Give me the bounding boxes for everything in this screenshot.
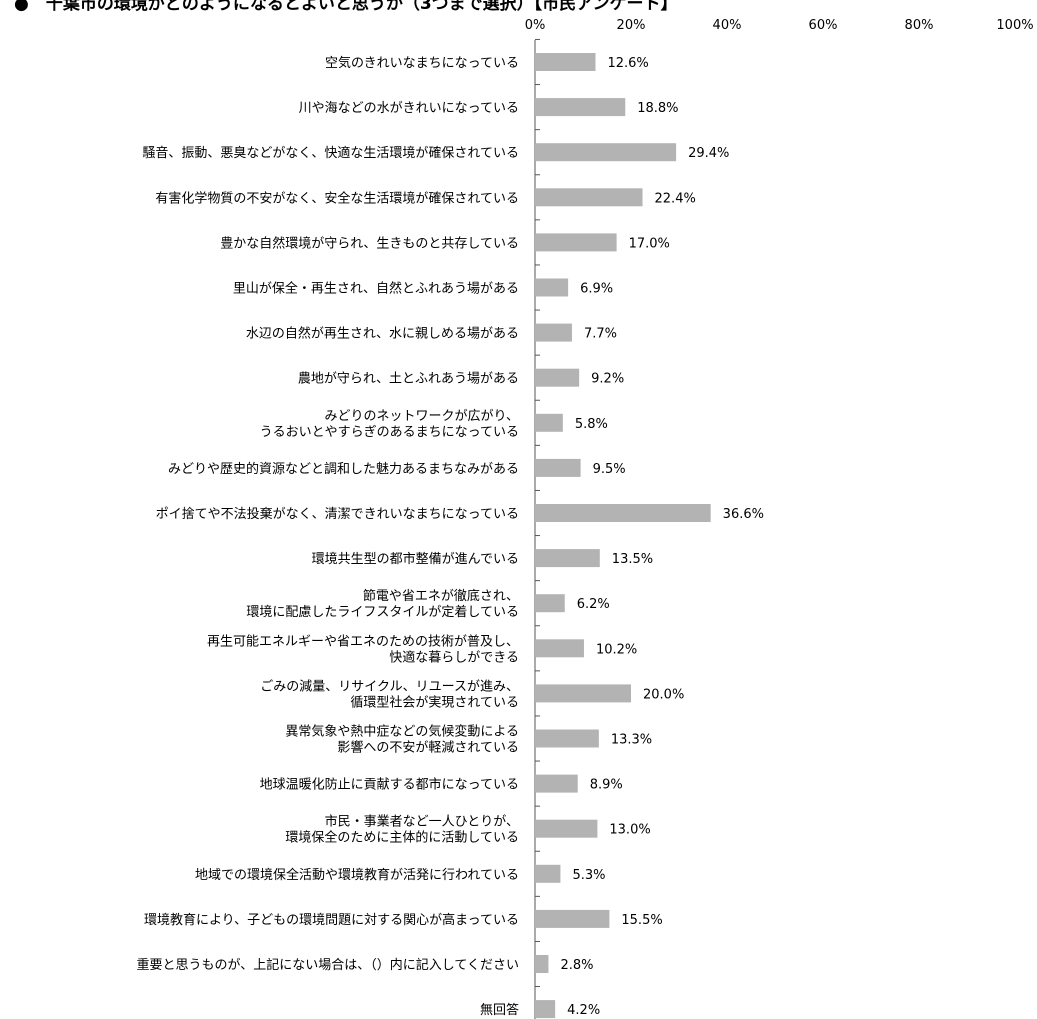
x-tick-label: 40% (713, 18, 742, 33)
bar-value-label: 9.2% (591, 372, 624, 387)
category-label: 環境教育により、子どもの環境問題に対する関心が高まっている (144, 912, 519, 928)
category-label: 節電や省エネが徹底され、 (363, 588, 519, 604)
category-label: みどりや歴史的資源などと調和した魅力あるまちなみがある (168, 461, 519, 477)
category-label: 影響への不安が軽減されている (337, 740, 519, 756)
category-label: ポイ捨てや不法投棄がなく、清潔できれいなまちになっている (156, 506, 519, 522)
category-label: 騒音、振動、悪臭などがなく、快適な生活環境が確保されている (142, 145, 519, 161)
bar (535, 278, 569, 297)
category-label: 市民・事業者など一人ひとりが、 (325, 814, 519, 830)
x-tick-label: 0% (525, 18, 546, 33)
category-label: 水辺の自然が再生され、水に親しめる場がある (246, 326, 519, 342)
bar (535, 819, 598, 838)
category-label: うるおいとやすらぎのあるまちになっている (260, 425, 519, 440)
x-tick-label: 60% (809, 18, 838, 33)
category-label: 循環型社会が実現されている (350, 694, 519, 710)
bar (535, 684, 631, 703)
bar (535, 1000, 556, 1019)
bar (535, 774, 578, 793)
category-label: 農地が守られ、土とふれあう場がある (298, 372, 519, 387)
bar-value-label: 7.7% (584, 327, 617, 342)
x-tick-label: 100% (996, 18, 1033, 33)
category-label: 里山が保全・再生され、自然とふれあう場がある (233, 281, 519, 297)
bar (535, 729, 599, 748)
bar-value-label: 29.4% (688, 146, 729, 161)
bar-value-label: 13.0% (609, 823, 650, 838)
x-axis: 0% 20% 40% 60% 80% 100% (525, 18, 1034, 33)
category-label: 川や海などの水がきれいになっている (299, 101, 519, 116)
bar-value-label: 6.9% (580, 282, 613, 297)
category-label: 地球温暖化防止に貢献する都市になっている (260, 777, 519, 793)
bar (535, 549, 600, 568)
bar (535, 504, 711, 522)
bar-value-label: 18.8% (637, 101, 678, 116)
bar (535, 323, 572, 342)
bar-value-label: 13.3% (611, 733, 652, 748)
chart-title: ● 千葉市の環境がどのようになるとよいと思うか（3つまで選択）【市民アンケート】 (14, 0, 677, 14)
category-label: 無回答 (480, 1002, 519, 1018)
bar-value-label: 36.6% (723, 507, 764, 522)
bar-value-label: 10.2% (596, 642, 637, 657)
bar-value-label: 6.2% (577, 597, 610, 612)
bar (535, 143, 677, 162)
bar-value-label: 12.6% (607, 56, 648, 71)
bar (535, 233, 617, 252)
bar-value-label: 15.5% (621, 913, 662, 928)
bar-value-label: 4.2% (567, 1003, 600, 1018)
bar-value-label: 9.5% (593, 462, 626, 477)
category-label: 環境共生型の都市整備が進んでいる (312, 551, 519, 567)
bar (535, 53, 596, 71)
x-tick-label: 20% (617, 18, 646, 33)
bar-series: 12.6% 空気のきれいなまちになっている 18.8% 川や海などの水がきれいになって… (137, 38, 764, 1019)
category-label: 環境に配慮したライフスタイルが定着している (246, 604, 519, 620)
category-label: 有害化学物質の不安がなく、安全な生活環境が確保されている (155, 190, 519, 206)
category-label: 豊かな自然環境が守られ、生きものと共存している (220, 235, 519, 251)
category-label: 環境保全のために主体的に活動している (285, 830, 519, 846)
bar (535, 594, 565, 613)
bar (535, 368, 580, 387)
bar-value-label: 17.0% (629, 236, 670, 251)
bar-value-label: 20.0% (643, 687, 684, 702)
bar-value-label: 2.8% (560, 958, 593, 973)
category-label: 異常気象や熱中症などの気候変動による (285, 724, 519, 740)
category-label: 再生可能エネルギーや省エネのための技術が普及し、 (207, 634, 519, 649)
bar (535, 864, 561, 883)
bar (535, 458, 581, 477)
bar (535, 909, 610, 928)
bar-value-label: 22.4% (655, 191, 696, 206)
bar-value-label: 13.5% (612, 552, 653, 567)
category-label: 空気のきれいなまちになっている (325, 55, 519, 71)
category-label: ごみの減量、リサイクル、リユースが進み、 (260, 678, 519, 694)
x-tick-label: 80% (905, 18, 934, 33)
bar-value-label: 5.8% (575, 417, 608, 432)
category-label: 快適な暮らしができる (389, 649, 519, 665)
bar (535, 188, 643, 207)
bar (535, 639, 584, 658)
category-label: みどりのネットワークが広がり、 (325, 409, 519, 424)
bar (535, 413, 563, 432)
bar (535, 98, 626, 117)
category-label: 重要と思うものが、上記にない場合は、（）内に記入してください (137, 957, 519, 973)
bar-value-label: 5.3% (572, 868, 605, 883)
bar (535, 955, 549, 973)
bar-value-label: 8.9% (590, 778, 623, 793)
category-label: 地域での環境保全活動や環境教育が活発に行われている (195, 867, 519, 883)
